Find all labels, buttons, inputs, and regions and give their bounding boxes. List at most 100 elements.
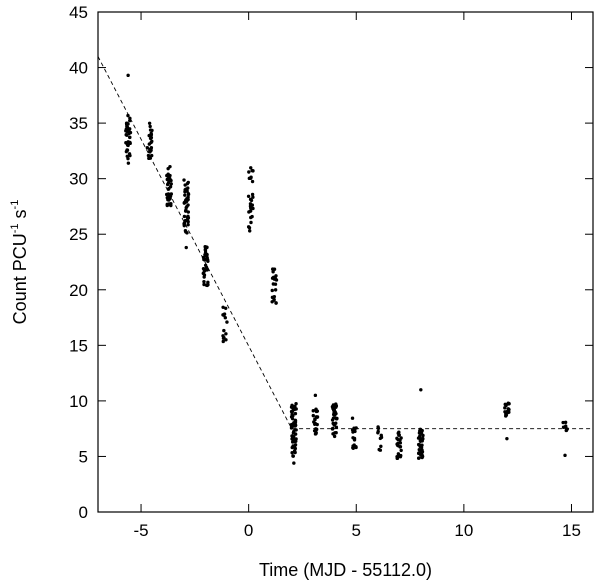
data-point xyxy=(166,187,171,191)
x-axis-title: Time (MJD - 55112.0) xyxy=(259,560,432,580)
data-point xyxy=(418,444,422,449)
data-point xyxy=(126,161,131,165)
data-point xyxy=(126,73,130,78)
y-tick-label: 45 xyxy=(69,3,88,22)
data-point xyxy=(167,177,172,181)
data-point xyxy=(396,441,400,446)
y-tick-label: 20 xyxy=(69,281,88,300)
data-point xyxy=(270,288,274,293)
data-point xyxy=(147,121,152,125)
data-point xyxy=(246,194,251,199)
data-point xyxy=(291,422,296,427)
data-point xyxy=(292,407,297,412)
data-point xyxy=(251,169,255,173)
y-tick-label: 35 xyxy=(69,114,88,133)
data-point xyxy=(186,210,191,214)
data-point xyxy=(563,453,567,458)
data-point xyxy=(332,434,337,439)
y-tick-label: 0 xyxy=(79,503,88,522)
plot-area xyxy=(97,56,593,465)
axis-ticks: -5 0 5 10 15 0 5 10 15 20 25 30 35 40 45 xyxy=(69,3,593,540)
data-point xyxy=(420,454,425,459)
data-point xyxy=(272,267,277,271)
data-point xyxy=(313,428,318,433)
data-point xyxy=(205,268,210,272)
data-point xyxy=(221,339,225,344)
data-point xyxy=(128,116,132,120)
data-point xyxy=(249,166,253,170)
data-point xyxy=(311,413,316,418)
data-point xyxy=(147,156,151,161)
data-point xyxy=(148,133,153,138)
data-point xyxy=(334,421,338,425)
data-point xyxy=(182,178,186,182)
data-point xyxy=(351,446,355,450)
data-point xyxy=(250,179,255,184)
y-axis-title-main: Count PCU xyxy=(10,233,30,324)
x-tick-label: -5 xyxy=(133,521,148,540)
data-point xyxy=(222,335,226,340)
data-point xyxy=(150,128,154,133)
data-point xyxy=(419,388,423,392)
y-axis-title-sup1: -1 xyxy=(9,223,21,233)
data-point xyxy=(419,430,424,434)
data-point xyxy=(270,276,275,280)
data-point xyxy=(396,452,401,456)
data-point xyxy=(416,456,421,460)
data-point xyxy=(504,413,509,417)
x-tick-label: 5 xyxy=(352,521,361,540)
data-point xyxy=(247,226,252,230)
fit-line xyxy=(97,56,593,430)
data-point xyxy=(150,153,154,158)
data-point xyxy=(146,153,151,158)
data-point xyxy=(165,173,169,178)
data-point xyxy=(334,411,338,416)
data-point xyxy=(561,420,565,425)
data-point xyxy=(350,416,355,420)
data-point xyxy=(419,437,423,441)
data-point xyxy=(506,402,511,406)
data-point xyxy=(166,181,171,185)
data-point xyxy=(294,401,298,406)
y-tick-label: 40 xyxy=(69,59,88,78)
x-tick-label: 15 xyxy=(562,521,581,540)
data-point xyxy=(292,449,297,453)
data-point xyxy=(293,419,297,423)
data-point xyxy=(147,142,152,146)
data-point xyxy=(376,426,381,431)
data-point xyxy=(183,229,188,233)
data-point xyxy=(126,122,130,126)
data-point xyxy=(202,279,206,284)
data-point xyxy=(249,175,253,179)
data-point xyxy=(272,298,276,302)
data-point xyxy=(184,199,189,204)
data-point xyxy=(127,131,131,136)
data-point xyxy=(313,422,317,426)
data-point xyxy=(352,436,357,441)
data-point xyxy=(292,429,296,434)
data-point xyxy=(124,133,128,137)
data-point xyxy=(203,245,207,249)
data-point xyxy=(125,148,129,152)
data-point xyxy=(184,245,188,250)
data-point xyxy=(249,198,254,203)
data-point xyxy=(420,450,425,454)
data-point xyxy=(563,420,568,425)
data-point xyxy=(164,192,169,197)
data-point xyxy=(332,408,337,412)
data-point xyxy=(251,195,255,199)
data-point xyxy=(186,191,191,196)
data-point xyxy=(205,283,209,288)
data-point xyxy=(182,214,187,219)
data-point xyxy=(330,427,335,431)
data-point xyxy=(292,461,296,465)
data-point xyxy=(203,247,208,252)
data-point xyxy=(203,263,208,267)
data-point xyxy=(248,209,253,213)
data-point xyxy=(167,202,171,206)
data-point xyxy=(274,301,278,305)
data-point xyxy=(186,222,190,227)
data-point xyxy=(148,124,152,129)
data-point xyxy=(376,429,380,434)
data-point xyxy=(125,154,129,159)
